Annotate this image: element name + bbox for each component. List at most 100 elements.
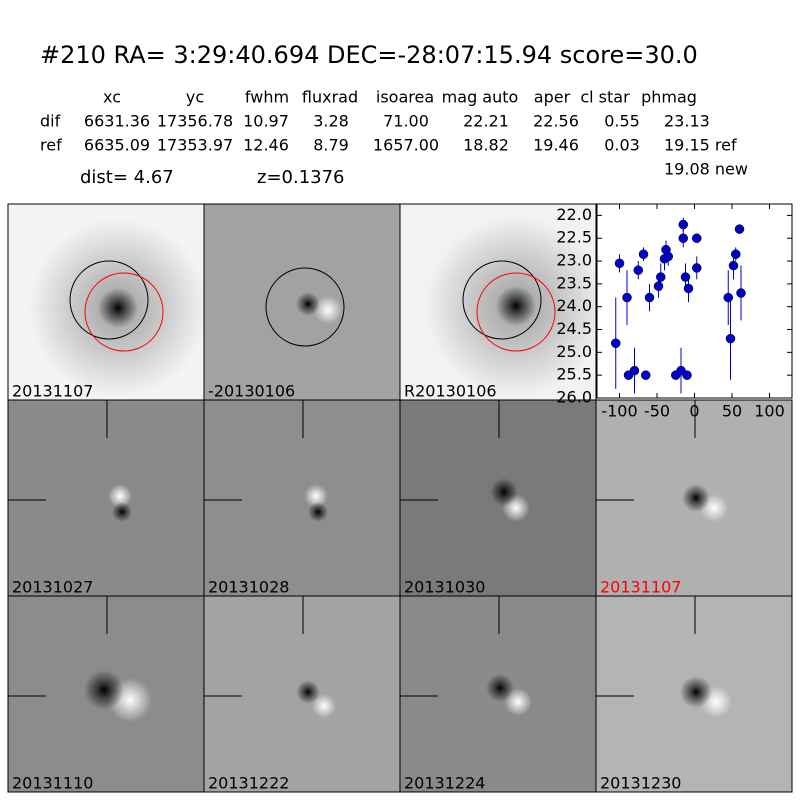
- dark-lobe: [680, 676, 712, 708]
- cell: 6635.09: [84, 136, 150, 155]
- x-tick-label: 0: [689, 402, 699, 421]
- panel-label: 20131030: [404, 578, 485, 597]
- cell: 19.15 ref: [664, 136, 737, 155]
- cell: 22.56: [533, 112, 579, 131]
- cell: 19.08 new: [664, 160, 748, 179]
- row-label: dif: [40, 112, 61, 131]
- panel-label: 20131230: [600, 774, 681, 793]
- y-tick-label: 25.0: [556, 342, 592, 361]
- data-point: [728, 260, 739, 271]
- dark-lobe: [682, 484, 710, 512]
- data-point: [692, 263, 702, 273]
- y-tick-label: 26.0: [556, 388, 592, 407]
- x-tick-label: -100: [601, 402, 637, 421]
- cell: 18.82: [463, 136, 509, 155]
- data-point: [723, 292, 733, 303]
- cell: 0.03: [604, 136, 640, 155]
- cell: 17353.97: [157, 136, 233, 155]
- data-point: [633, 265, 643, 275]
- data-point: [622, 292, 632, 303]
- column-header: xc: [103, 88, 121, 107]
- dark-lobe: [496, 286, 536, 326]
- y-tick-label: 25.5: [556, 365, 592, 384]
- dark-lobe: [98, 288, 138, 328]
- bright-lobe: [314, 296, 342, 324]
- row-label: ref: [40, 136, 62, 155]
- data-point: [663, 251, 673, 262]
- data-point: [736, 288, 746, 298]
- cell: 3.28: [313, 112, 349, 131]
- column-header: fluxrad: [302, 88, 358, 107]
- data-point: [731, 249, 741, 259]
- panel-label: 20131027: [12, 578, 93, 597]
- x-tick-label: 50: [722, 402, 742, 421]
- data-point: [653, 281, 664, 291]
- distance: dist= 4.67: [80, 167, 174, 188]
- y-tick-label: 24.5: [556, 319, 592, 338]
- data-point: [656, 272, 666, 282]
- cell: 1657.00: [373, 136, 439, 155]
- column-header: aper: [534, 88, 571, 107]
- bright-lobe: [304, 484, 328, 508]
- y-tick-label: 23.0: [556, 251, 592, 270]
- cell: 22.21: [463, 112, 509, 131]
- data-point: [680, 272, 691, 282]
- column-header: yc: [186, 88, 204, 107]
- data-point: [641, 370, 651, 380]
- y-tick-label: 22.5: [556, 228, 592, 247]
- cell: 19.46: [533, 136, 579, 155]
- image-panel: [7, 399, 205, 597]
- x-tick-label: 100: [754, 402, 785, 421]
- cell: 8.79: [313, 136, 349, 155]
- panel-label: -20130106: [208, 382, 295, 401]
- panel-label: 20131107: [12, 382, 93, 401]
- column-header: mag auto: [442, 88, 519, 107]
- data-point: [611, 338, 621, 348]
- panel-label: 20131222: [208, 774, 289, 793]
- cell: 12.46: [243, 136, 289, 155]
- data-point: [682, 370, 692, 380]
- aperture: [69, 260, 149, 340]
- aperture: [462, 260, 542, 340]
- column-header: phmag: [641, 88, 697, 107]
- data-point: [725, 333, 736, 344]
- data-point: [614, 258, 625, 269]
- dark-lobe: [84, 670, 124, 710]
- column-header: cl star: [580, 88, 630, 107]
- bright-lobe: [108, 484, 132, 508]
- data-point: [638, 249, 649, 259]
- aperture: [265, 267, 345, 347]
- data-point: [734, 224, 745, 234]
- bright-lobe: [312, 694, 336, 718]
- panel-label: 20131110: [12, 774, 93, 793]
- data-point: [629, 365, 640, 376]
- column-header: fwhm: [245, 88, 289, 107]
- cell: 0.55: [604, 112, 640, 131]
- dark-lobe: [296, 292, 320, 316]
- data-point: [692, 233, 702, 243]
- dark-lobe: [490, 478, 518, 506]
- y-tick-label: 22.0: [556, 205, 592, 224]
- aperture: [476, 272, 556, 352]
- dark-lobe: [296, 680, 320, 704]
- cell: 17356.78: [157, 112, 233, 131]
- y-tick-label: 24.0: [556, 296, 592, 315]
- aperture: [84, 272, 164, 352]
- dark-lobe: [112, 502, 132, 522]
- title: #210 RA= 3:29:40.694 DEC=-28:07:15.94 sc…: [40, 41, 698, 69]
- redshift: z=0.1376: [257, 167, 345, 188]
- data-point: [678, 219, 688, 230]
- y-tick-label: 23.5: [556, 273, 592, 292]
- panel-label: 20131224: [404, 774, 485, 793]
- data-layer: [611, 217, 746, 394]
- cell: 10.97: [243, 112, 289, 131]
- cell: 23.13: [664, 112, 710, 131]
- panel-label: 20131028: [208, 578, 289, 597]
- data-point: [683, 283, 694, 294]
- data-point: [644, 292, 655, 303]
- dark-lobe: [308, 502, 328, 522]
- x-tick-label: -50: [644, 402, 670, 421]
- panel-label: R20130106: [404, 382, 497, 401]
- panel-label: 20131107: [600, 578, 681, 597]
